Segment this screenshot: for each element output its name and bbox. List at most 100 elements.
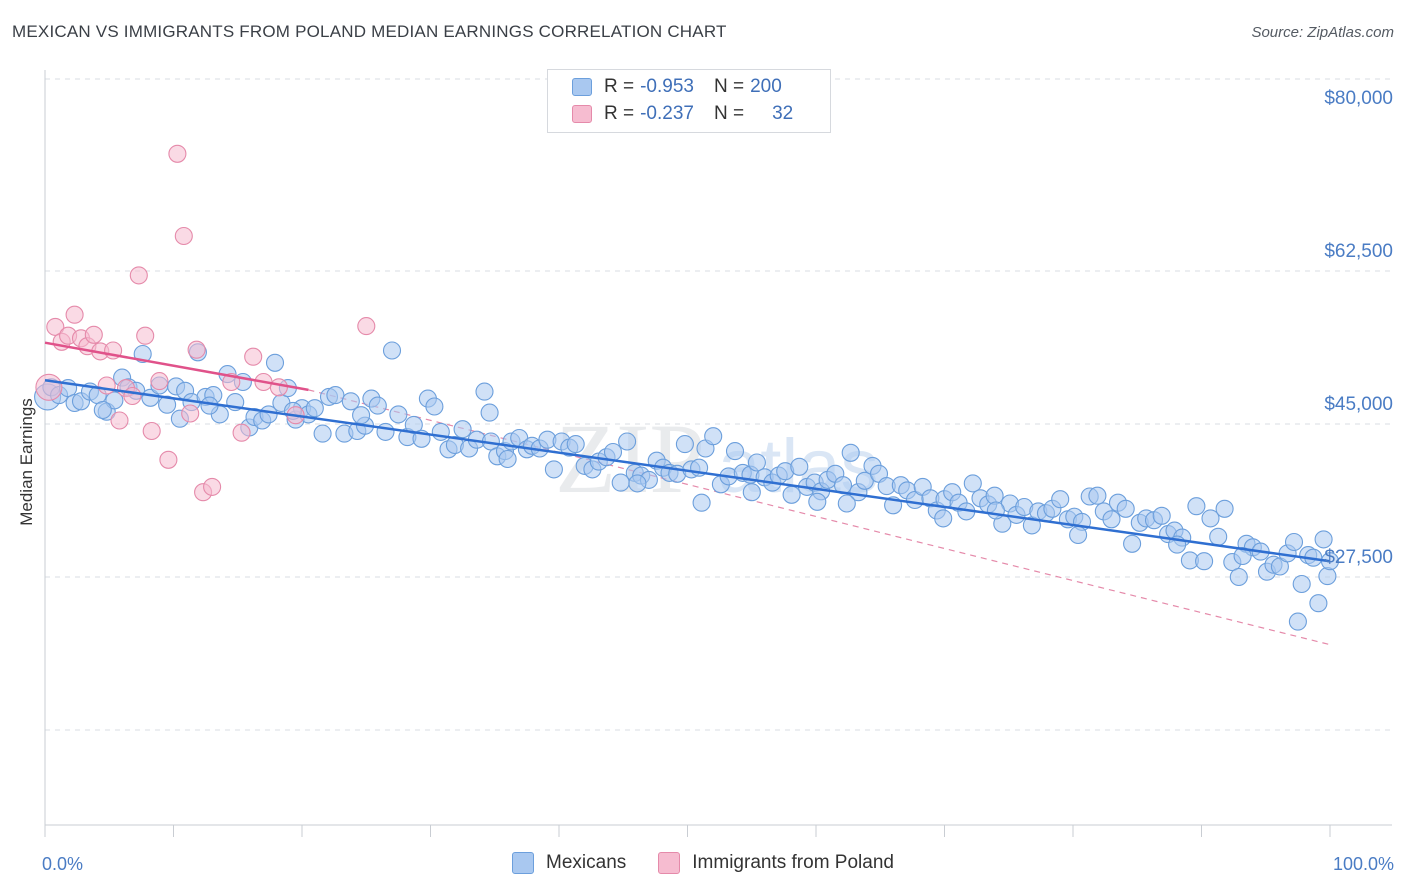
mexicans-point	[1116, 499, 1135, 518]
mexicans-point	[1309, 594, 1328, 613]
mexicans-point	[841, 443, 860, 462]
y-tick-label: $27,500	[1324, 547, 1393, 568]
mexicans-point	[480, 403, 499, 422]
bottom-legend-poland: Immigrants from Poland	[658, 852, 894, 874]
mexicans-point	[808, 492, 827, 511]
mexicans-point	[1123, 534, 1142, 553]
poland-point	[232, 423, 251, 442]
mexicans-point	[1215, 499, 1234, 518]
poland-point	[65, 305, 84, 324]
mexicans-point	[453, 420, 472, 439]
mexicans-point	[837, 494, 856, 513]
mexicans-point	[1314, 530, 1333, 549]
poland-point	[187, 340, 206, 359]
poland-point	[269, 378, 288, 397]
y-axis-label: Median Earnings	[17, 398, 36, 526]
poland-point	[129, 266, 148, 285]
poland-point	[136, 326, 155, 345]
poland-point	[244, 347, 263, 366]
mexicans-point	[305, 399, 324, 418]
bottom-legend-label-mexicans: Mexicans	[546, 852, 627, 873]
poland-trend-line	[44, 341, 309, 392]
mexicans-point	[1088, 486, 1107, 505]
poland-point	[203, 477, 222, 496]
bottom-legend-mexicans: Mexicans	[512, 852, 626, 874]
mexicans-point	[1187, 497, 1206, 516]
source-label: Source: ZipAtlas.com	[1251, 24, 1394, 41]
legend-r-label: R =	[604, 76, 635, 97]
legend-swatch-mexicans	[572, 78, 592, 96]
legend-r-label: R =	[604, 103, 635, 124]
poland-point	[159, 450, 178, 469]
mexicans-point	[1288, 612, 1307, 631]
mexicans-point	[158, 395, 177, 414]
mexicans-point	[1229, 567, 1248, 587]
axes-layer	[44, 70, 1392, 837]
mexicans-point	[389, 405, 408, 424]
mexicans-point	[313, 424, 332, 443]
mexicans-point	[341, 392, 360, 411]
series-poland	[35, 144, 376, 502]
mexicans-point	[368, 396, 387, 415]
legend-row-poland: R = -0.237 N = 32	[572, 102, 793, 126]
bottom-legend: Mexicans Immigrants from Poland	[0, 852, 1406, 874]
mexicans-point	[1284, 532, 1304, 552]
legend-swatch-poland	[572, 105, 592, 123]
mexicans-point	[692, 493, 711, 512]
poland-point	[150, 372, 169, 391]
mexicans-point	[742, 483, 761, 502]
mexicans-point	[376, 422, 395, 441]
mexicans-point	[1233, 546, 1252, 566]
poland-point	[168, 144, 187, 163]
mexicans-point	[1292, 574, 1311, 594]
mexicans-point	[1209, 527, 1228, 546]
poland-point	[174, 226, 193, 246]
y-tick-label: $45,000	[1324, 394, 1393, 415]
mexicans-trend-line	[44, 379, 1331, 563]
y-tick-label: $80,000	[1324, 88, 1393, 109]
mexicans-point	[603, 442, 623, 462]
legend-n-label: N =	[713, 76, 745, 97]
mexicans-point	[498, 449, 517, 469]
grid-layer	[45, 78, 1392, 731]
poland-point	[46, 317, 65, 336]
trend-layer	[44, 341, 1331, 563]
legend-row-mexicans: R = -0.953 N = 200	[572, 75, 782, 99]
legend-r-value: -0.953	[640, 76, 694, 97]
mexicans-point	[618, 432, 637, 451]
bottom-legend-swatch-mexicans	[512, 852, 535, 874]
poland-point	[142, 421, 161, 441]
poland-point	[181, 404, 200, 423]
watermark-zip: ZIP	[555, 403, 705, 514]
mexicans-point	[1195, 552, 1214, 571]
mexicans-point	[200, 396, 219, 415]
mexicans-point	[782, 485, 801, 504]
mexicans-point	[963, 474, 982, 493]
poland-point	[123, 386, 142, 406]
legend-r-value: -0.237	[640, 103, 694, 124]
mexicans-point	[352, 406, 371, 425]
mexicans-point	[566, 435, 585, 454]
axis-labels-layer: $80,000 $62,500 $45,000 $27,500 0.0% 100.0% Me…	[17, 88, 1394, 874]
mexicans-point	[265, 353, 285, 372]
mexicans-point	[425, 397, 444, 416]
mexicans-point	[986, 501, 1005, 520]
poland-point	[97, 376, 116, 395]
mexicans-point	[790, 457, 809, 476]
mexicans-point	[628, 474, 647, 493]
mexicans-point	[1051, 490, 1070, 509]
poland-point	[110, 411, 129, 430]
legend: R = -0.953 N = 200 R = -0.237 N = 32	[547, 69, 831, 133]
chart-title: MEXICAN VS IMMIGRANTS FROM POLAND MEDIAN…	[12, 22, 727, 41]
poland-point	[35, 373, 63, 401]
mexicans-point	[544, 460, 563, 479]
poland-point	[84, 325, 103, 344]
series-mexicans	[34, 341, 1340, 631]
legend-n-value: 200	[750, 76, 782, 97]
legend-n-label: N =	[713, 103, 745, 124]
x-tick-label-end: 100.0%	[1333, 854, 1394, 874]
mexicans-point	[382, 341, 402, 360]
mexicans-point	[105, 391, 124, 410]
points-layer	[34, 144, 1340, 631]
